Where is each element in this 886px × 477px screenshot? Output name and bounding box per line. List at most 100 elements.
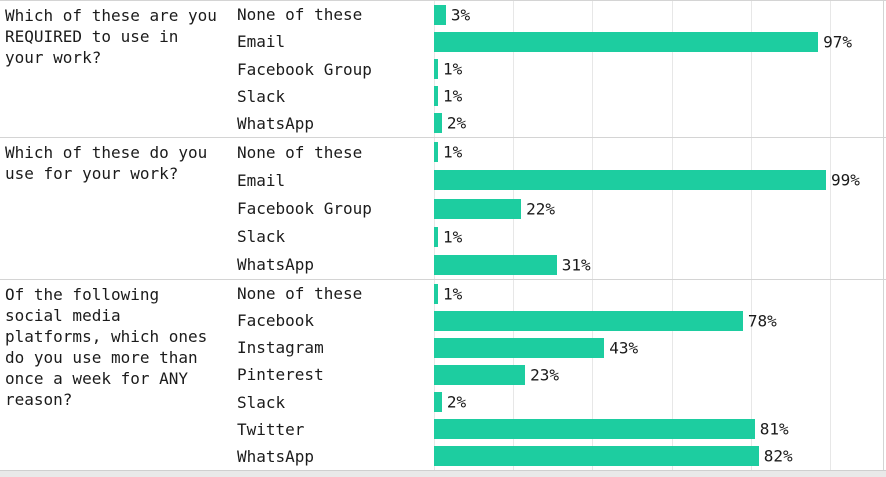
category-label: Twitter <box>237 419 305 439</box>
category-label: Slack <box>237 86 286 106</box>
bar-row: WhatsApp 82% <box>232 443 886 470</box>
bar-row: Email 97% <box>232 28 886 55</box>
value-label: 31% <box>561 255 591 275</box>
category-label: Email <box>237 170 286 190</box>
question-section: Which of these are you REQUIRED to use i… <box>0 1 886 138</box>
gridline <box>671 138 673 279</box>
bar-row: Instagram 43% <box>232 334 886 361</box>
bar <box>434 310 743 331</box>
bar-rows: None of these 3% Email 97% Facebook Grou… <box>232 1 886 137</box>
value-label: 1% <box>442 284 463 304</box>
bar-row: Pinterest 23% <box>232 361 886 388</box>
bar-row: Facebook Group 1% <box>232 55 886 82</box>
value-label: 1% <box>442 59 463 79</box>
question-text: Which of these do you use for your work? <box>5 143 208 183</box>
value-label: 1% <box>442 142 463 162</box>
bar-track: 2% <box>434 110 886 137</box>
category-label: WhatsApp <box>237 446 315 466</box>
value-label: 81% <box>759 419 789 439</box>
question-text: Of the following social media platforms,… <box>5 285 208 409</box>
bar <box>434 198 522 219</box>
bar <box>434 419 755 440</box>
bar-track: 43% <box>434 334 886 361</box>
value-label: 82% <box>763 446 793 466</box>
category-label: None of these <box>237 142 363 162</box>
category-label: Email <box>237 32 286 52</box>
bar <box>434 337 605 358</box>
value-label: 99% <box>831 170 860 190</box>
bar <box>434 446 759 467</box>
bar-track: 3% <box>434 1 886 28</box>
bar <box>434 59 438 79</box>
bar-track: 2% <box>434 389 886 416</box>
bar-track: 1% <box>434 83 886 110</box>
bar-track: 97% <box>434 28 886 55</box>
value-label: 3% <box>450 5 471 25</box>
bar <box>434 392 442 413</box>
bar <box>434 113 442 134</box>
bar-row: None of these 1% <box>232 138 886 166</box>
gridline <box>750 280 752 470</box>
gridline <box>513 1 515 137</box>
gridline <box>830 1 831 137</box>
value-label: 22% <box>526 199 556 218</box>
gridline <box>750 138 752 279</box>
gridline <box>592 280 594 470</box>
category-label: Facebook Group <box>237 199 372 218</box>
bar <box>434 364 526 385</box>
bar <box>434 170 827 191</box>
category-label: None of these <box>237 5 363 25</box>
bar-rows: None of these 1% Facebook 78% Instagram … <box>232 280 886 470</box>
value-label: 43% <box>609 338 639 358</box>
bar <box>434 142 438 163</box>
bar-row: Slack 1% <box>232 223 886 251</box>
question-text: Which of these are you REQUIRED to use i… <box>5 6 217 67</box>
bar-row: None of these 1% <box>232 280 886 307</box>
question-section: Which of these do you use for your work?… <box>0 138 886 280</box>
value-label: 78% <box>747 311 777 331</box>
bar-track: 22% <box>434 194 886 222</box>
gridline <box>671 1 673 137</box>
gridline <box>671 280 673 470</box>
value-label: 1% <box>442 227 463 247</box>
category-label: WhatsApp <box>237 255 315 275</box>
bar-track: 23% <box>434 361 886 388</box>
bar <box>434 283 438 304</box>
category-label: Slack <box>237 227 286 247</box>
bar-row: Slack 2% <box>232 389 886 416</box>
bar-track: 1% <box>434 138 886 166</box>
bar-row: WhatsApp 2% <box>232 110 886 137</box>
gridline <box>830 138 831 279</box>
bar-track: 1% <box>434 280 886 307</box>
bar-row: Slack 1% <box>232 83 886 110</box>
bar-track: 1% <box>434 223 886 251</box>
question-section: Of the following social media platforms,… <box>0 280 886 470</box>
chart-right-border <box>883 1 884 477</box>
value-label: 1% <box>442 86 463 106</box>
category-label: WhatsApp <box>237 113 315 133</box>
bar-track: 31% <box>434 251 886 279</box>
bar-row: Twitter 81% <box>232 416 886 443</box>
gridline <box>750 1 752 137</box>
category-label: Pinterest <box>237 365 324 385</box>
category-label: Instagram <box>237 338 324 358</box>
gridline <box>830 280 831 470</box>
bar <box>434 31 819 52</box>
gridline <box>592 1 594 137</box>
bar-track: 99% <box>434 166 886 194</box>
bar-row: Facebook 78% <box>232 307 886 334</box>
bottom-strip <box>0 470 886 477</box>
bar-rows: None of these 1% Email 99% Facebook Grou… <box>232 138 886 279</box>
bar <box>434 4 446 25</box>
bar-track: 81% <box>434 416 886 443</box>
gridline <box>592 138 594 279</box>
value-label: 97% <box>823 32 853 52</box>
category-label: Facebook <box>237 311 315 331</box>
bar-row: Email 99% <box>232 166 886 194</box>
category-label: Slack <box>237 392 286 412</box>
category-label: Facebook Group <box>237 59 372 79</box>
bar <box>434 254 557 275</box>
value-label: 23% <box>530 365 559 385</box>
